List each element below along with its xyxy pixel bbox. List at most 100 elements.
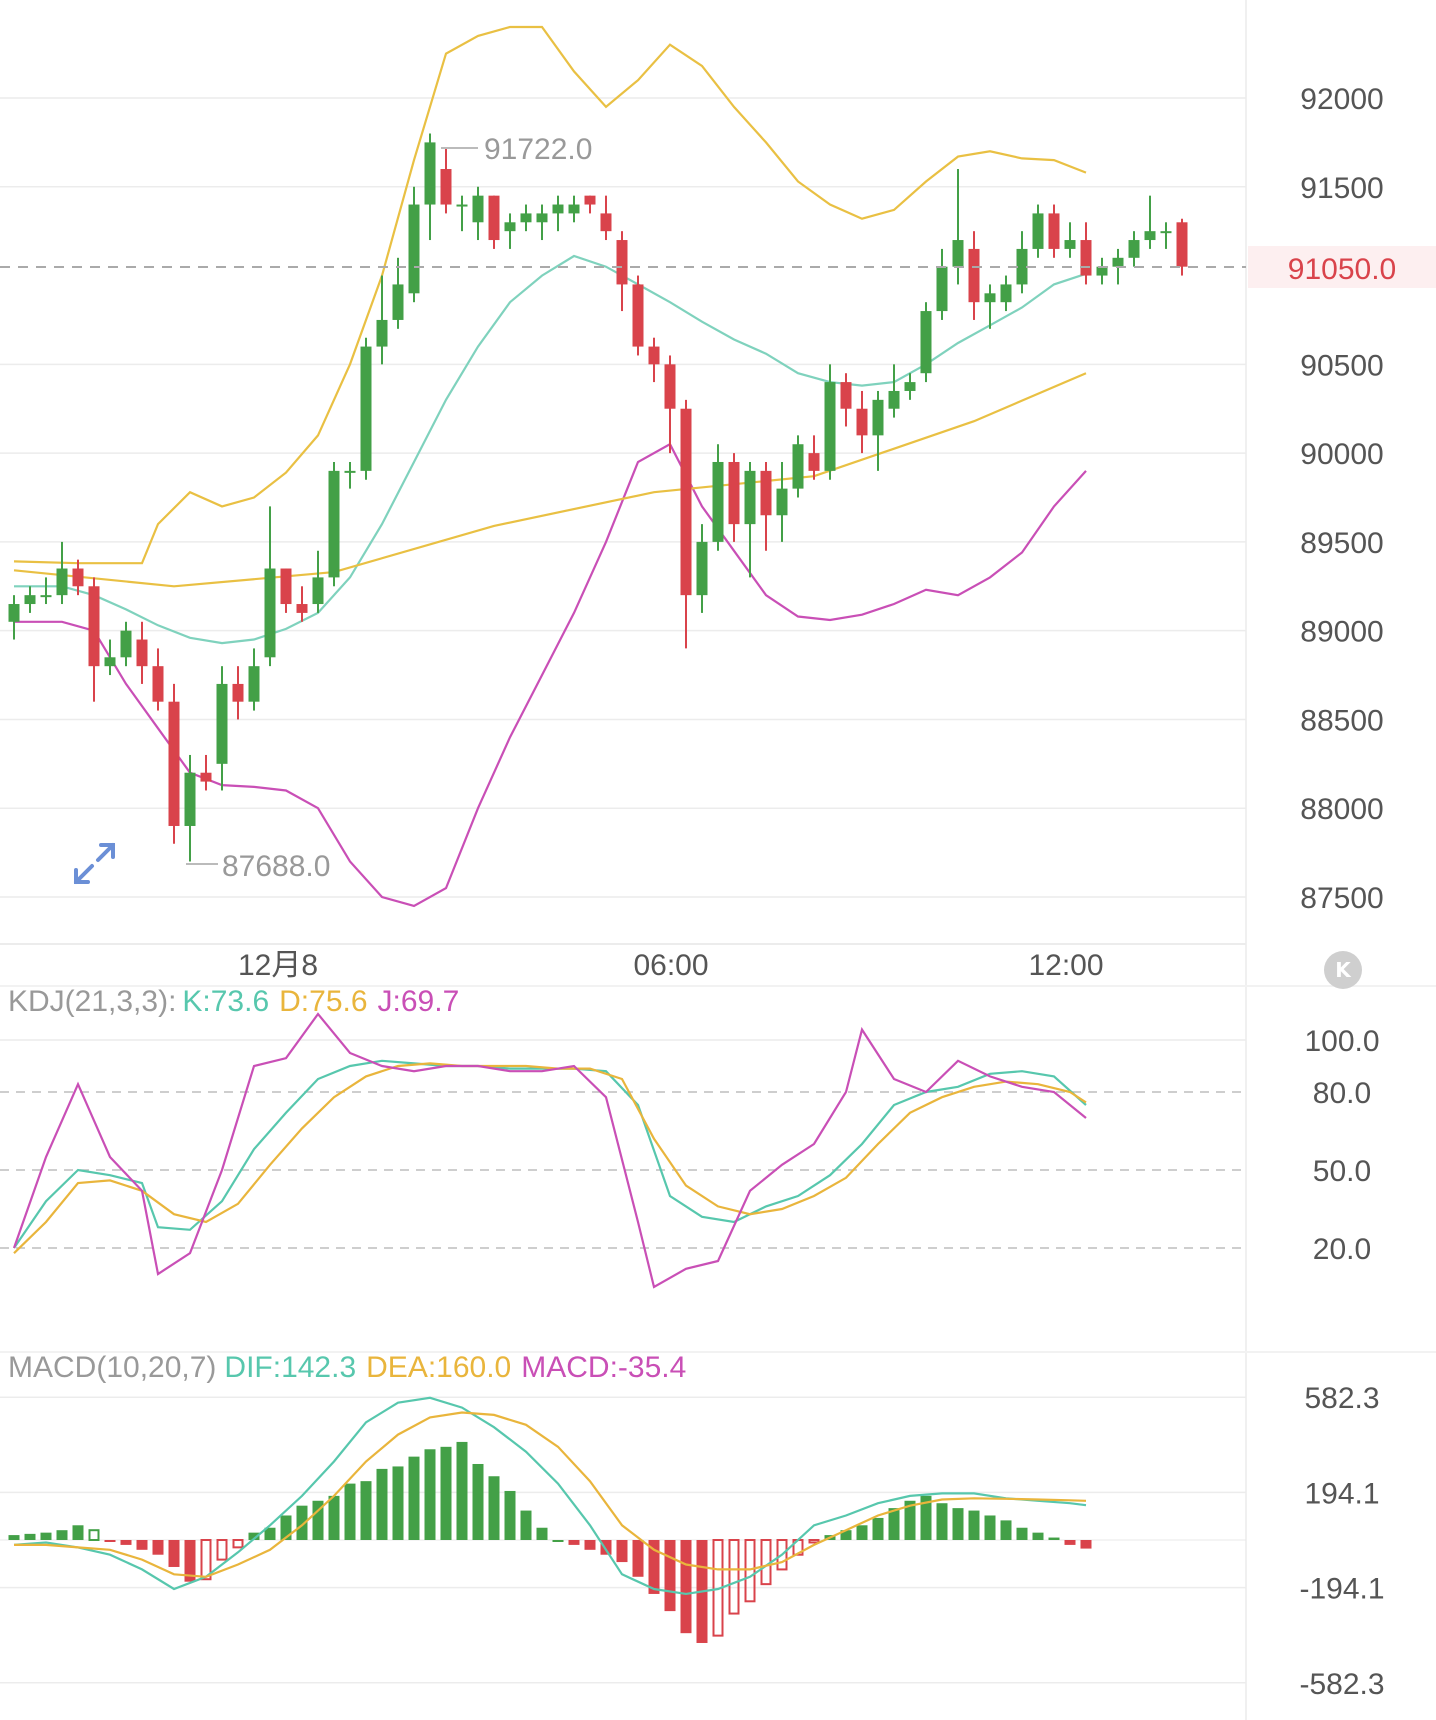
candle xyxy=(776,461,788,542)
candle-body xyxy=(872,399,884,436)
candle-body xyxy=(344,470,356,473)
macd-bar xyxy=(56,1530,68,1540)
candle xyxy=(1016,231,1028,294)
candle xyxy=(216,666,228,791)
candle-body xyxy=(744,470,756,525)
candle-body xyxy=(360,346,372,471)
candle-body xyxy=(440,169,452,205)
macd-bar xyxy=(296,1505,308,1540)
high-label: 91722.0 xyxy=(484,133,592,166)
macd-histogram xyxy=(8,1441,1092,1643)
kdj-j-value: J:69.7 xyxy=(377,985,460,1018)
macd-bar xyxy=(40,1532,52,1540)
macd-bar xyxy=(184,1540,196,1582)
macd-bar xyxy=(616,1540,628,1563)
candle xyxy=(1176,218,1188,276)
candle-body xyxy=(152,666,164,702)
candle-body xyxy=(792,444,804,489)
x-label-1200: 12:00 xyxy=(1028,949,1103,982)
candle xyxy=(232,666,244,720)
candle xyxy=(24,586,36,613)
current-price-tag: 91050.0 xyxy=(1288,253,1396,286)
candle xyxy=(88,577,100,702)
candle-body xyxy=(984,293,996,303)
candle-body xyxy=(328,470,340,578)
macd-bar xyxy=(1000,1520,1012,1540)
kdj-d-value: D:75.6 xyxy=(279,985,368,1018)
macd-bar xyxy=(840,1530,852,1540)
candle xyxy=(872,390,884,471)
kdj-y-tick: 100.0 xyxy=(1304,1025,1379,1058)
candle xyxy=(1160,222,1172,249)
candle-body xyxy=(536,213,548,223)
candle xyxy=(360,337,372,480)
candle-body xyxy=(712,461,724,542)
candle xyxy=(200,754,212,791)
candle xyxy=(1128,231,1140,267)
candle xyxy=(424,133,436,241)
macd-series xyxy=(13,1396,1087,1596)
macd-y-tick: -582.3 xyxy=(1299,1668,1384,1701)
candle xyxy=(296,586,308,622)
macd-bar xyxy=(1016,1527,1028,1540)
candle xyxy=(760,461,772,551)
candle-body xyxy=(936,266,948,312)
candle-body xyxy=(88,586,100,667)
candle xyxy=(152,648,164,711)
macd-bar xyxy=(888,1508,900,1540)
x-label-dec8: 12月8 xyxy=(238,949,318,982)
candle xyxy=(408,186,420,303)
macd-y-tick: 582.3 xyxy=(1304,1382,1379,1415)
candle-body xyxy=(504,222,516,232)
candle xyxy=(1096,257,1108,285)
rewind-button[interactable]: K xyxy=(1324,951,1362,989)
candle xyxy=(648,337,660,383)
macd-bar xyxy=(440,1446,452,1540)
candle-body xyxy=(232,683,244,702)
candle xyxy=(40,577,52,605)
candle-body xyxy=(728,461,740,525)
candle xyxy=(680,399,692,649)
candle xyxy=(952,169,964,285)
candle xyxy=(728,453,740,542)
candle xyxy=(168,683,180,844)
candle xyxy=(616,231,628,312)
macd-bar xyxy=(344,1483,356,1540)
kdj-grid xyxy=(0,1039,1246,1249)
main-series xyxy=(13,25,1087,908)
macd-bar xyxy=(536,1527,548,1540)
macd-bar xyxy=(776,1539,788,1571)
candle-body xyxy=(376,319,388,347)
macd-bar xyxy=(1032,1532,1044,1540)
rewind-icon: K xyxy=(1335,958,1351,982)
candle-body xyxy=(72,568,84,587)
bollinger-mid-line xyxy=(14,254,1087,645)
kdj-k-line xyxy=(13,1059,1087,1249)
candle-body xyxy=(424,142,436,205)
candle xyxy=(104,639,116,676)
candle xyxy=(344,461,356,489)
candle-body xyxy=(1048,213,1060,249)
candle xyxy=(824,364,836,480)
macd-dea-line xyxy=(14,1411,1087,1578)
candle-body xyxy=(8,604,20,622)
main-y-tick: 90500 xyxy=(1300,349,1383,382)
macd-bar xyxy=(632,1540,644,1577)
macd-bar xyxy=(872,1517,884,1540)
candle-body xyxy=(1032,213,1044,249)
candle-body xyxy=(1144,231,1156,241)
candle-body xyxy=(648,346,660,365)
macd-y-tick: -194.1 xyxy=(1299,1573,1384,1606)
macd-y-axis: 582.3 194.1 -194.1 -582.3 xyxy=(1299,1382,1384,1701)
macd-legend: MACD(10,20,7) DIF:142.3 DEA:160.0 MACD:-35.… xyxy=(8,1351,696,1385)
candle xyxy=(1032,204,1044,258)
macd-bar xyxy=(376,1468,388,1540)
macd-bar xyxy=(504,1490,516,1540)
ma-long-line xyxy=(13,372,1087,588)
candle xyxy=(1080,222,1092,285)
candle xyxy=(632,275,644,356)
candle xyxy=(72,559,84,596)
candle-body xyxy=(488,195,500,241)
kdj-prefix: KDJ(21,3,3): xyxy=(8,985,177,1018)
macd-bar xyxy=(648,1540,660,1594)
